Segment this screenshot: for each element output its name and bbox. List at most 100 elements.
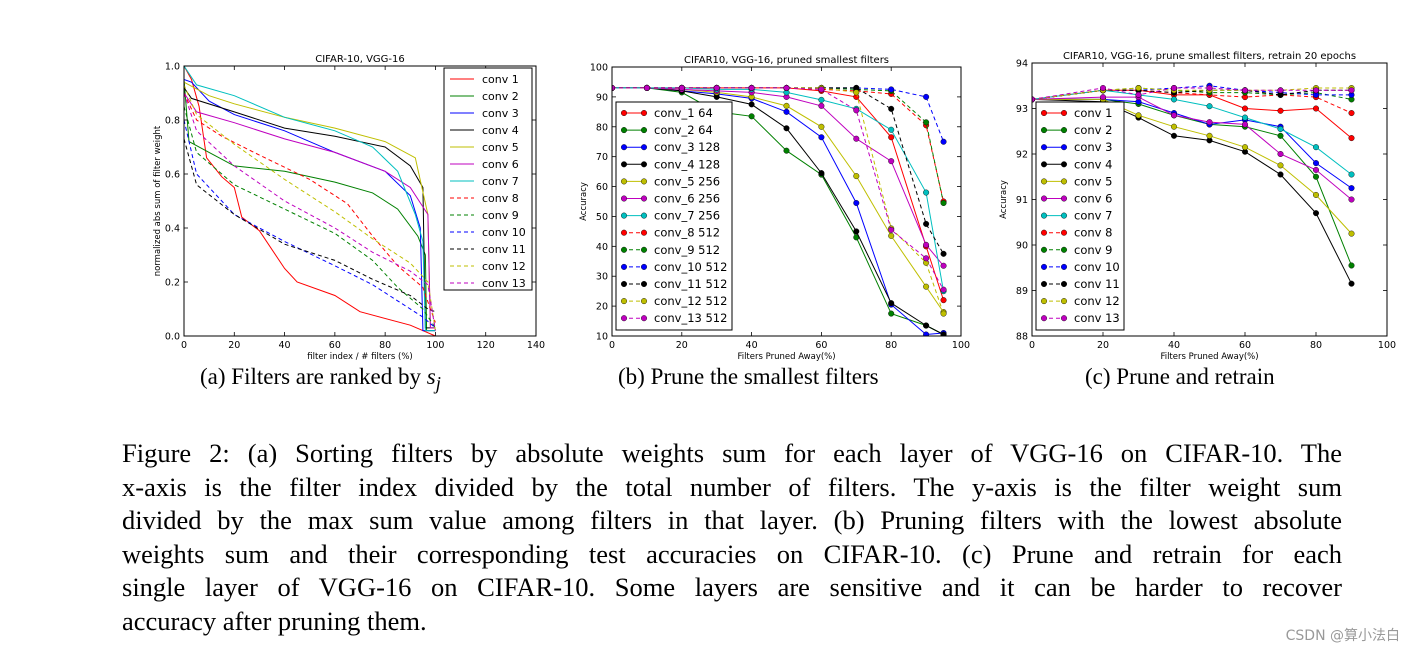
legend-item: conv_13 512 [621, 311, 727, 325]
legend-label: conv_12 512 [654, 294, 727, 308]
data-point [923, 220, 930, 227]
legend-item: conv_11 512 [621, 277, 727, 291]
data-point [643, 84, 650, 91]
data-point [1206, 132, 1213, 139]
legend-item: conv 10 [1040, 260, 1120, 274]
legend-marker [621, 229, 628, 236]
data-point [940, 138, 947, 145]
data-point [940, 331, 947, 336]
data-point [888, 226, 895, 233]
plot-frame [611, 66, 962, 337]
legend-label: conv 6 [482, 158, 519, 171]
series-line-12 [184, 84, 436, 331]
y-tick-label: 0.2 [165, 278, 180, 289]
legend-label: conv 2 [482, 90, 519, 103]
legend-marker [621, 127, 628, 134]
data-point [1241, 105, 1248, 112]
legend-item: conv_2 64 [621, 123, 713, 137]
data-point [853, 89, 860, 96]
data-point [923, 241, 930, 248]
legend-item: conv 12 [450, 260, 526, 273]
x-tick-label: 40 [746, 340, 758, 351]
y-tick-label: 0.0 [165, 332, 180, 343]
series-line-13 [612, 87, 944, 290]
data-point [888, 232, 895, 239]
legend-marker [641, 298, 648, 305]
data-point [1206, 103, 1213, 110]
data-point [713, 84, 720, 91]
data-point [923, 255, 930, 262]
data-point [1241, 144, 1248, 151]
legend-item: conv 12 [1040, 294, 1120, 308]
y-tick-label: 20 [596, 302, 608, 313]
legend-item: conv 8 [1040, 226, 1112, 240]
data-point [923, 283, 930, 290]
data-point [1170, 96, 1177, 103]
legend-marker [621, 144, 628, 151]
data-point [818, 170, 825, 177]
data-point [940, 286, 947, 293]
data-point [888, 310, 895, 317]
series-line-6 [184, 92, 436, 329]
data-point [1348, 280, 1355, 287]
y-tick-label: 93 [1016, 104, 1028, 115]
data-point [888, 300, 895, 307]
legend-marker [1060, 263, 1067, 270]
legend-label: conv 12 [482, 260, 526, 273]
series-group [1032, 82, 1355, 287]
legend-label: conv_6 256 [654, 192, 720, 206]
y-tick-label: 89 [1016, 286, 1028, 297]
data-point [818, 102, 825, 109]
legend-frame [443, 67, 533, 291]
data-point [888, 134, 895, 141]
legend-marker [1040, 195, 1047, 202]
series-line-10 [184, 119, 436, 329]
data-point [940, 310, 947, 317]
legend-item: conv 8 [450, 192, 519, 205]
data-point [1135, 85, 1142, 92]
legend-marker [1040, 229, 1047, 236]
x-tick-label: 20 [1097, 340, 1109, 351]
caption-line: x-axis is the filter index divided by th… [122, 471, 1342, 502]
series-line-13 [184, 92, 436, 331]
legend-marker [641, 178, 648, 185]
legend-marker [641, 246, 648, 253]
data-point [853, 173, 860, 180]
data-point [783, 108, 790, 115]
data-point [940, 262, 947, 269]
legend-marker [641, 281, 648, 288]
data-point [818, 123, 825, 130]
legend-marker [1060, 298, 1067, 305]
legend-marker [1060, 109, 1067, 116]
legend: conv 1 conv 2 conv 3 conv 4 conv 5 conv 6 conv… [443, 67, 533, 291]
x-tick-label: 20 [228, 340, 240, 351]
legend-label: conv_2 64 [654, 123, 713, 137]
x-tick-label: 60 [1239, 340, 1251, 351]
x-tick-label: 100 [1378, 340, 1396, 351]
legend-item: conv 6 [450, 158, 519, 171]
data-point [1277, 107, 1284, 114]
legend-label: conv 8 [482, 192, 519, 205]
x-tick-label: 20 [676, 340, 688, 351]
legend-label: conv 5 [482, 141, 519, 154]
series-line-2 [184, 79, 436, 332]
legend-item: conv 13 [450, 277, 526, 290]
data-point [1032, 96, 1035, 103]
legend-item: conv 9 [1040, 243, 1112, 257]
data-point [1241, 114, 1248, 121]
legend-item: conv 2 [450, 90, 519, 103]
data-point [1348, 196, 1355, 203]
caption-line: divided by the max sum value among filte… [122, 505, 1342, 535]
x-axis-label: filter index / # filters (%) [307, 352, 412, 362]
legend-label: conv 4 [1074, 157, 1112, 171]
legend-item: conv_7 256 [621, 209, 720, 223]
chart-2: 0 20 40 60 80 100 88 89 90 91 92 93 94 CIFAR10, VGG-1… [999, 51, 1396, 362]
data-point [1277, 171, 1284, 178]
plot-frame [183, 65, 537, 337]
data-point [748, 101, 755, 108]
legend-marker [641, 109, 648, 116]
legend-marker [1040, 144, 1047, 151]
chart-0: 0 20 40 60 80 100 120 140 0.0 0.2 0.4 0.6 0.8 1.0 CIFA… [153, 54, 545, 362]
legend-label: conv 5 [1074, 174, 1112, 188]
